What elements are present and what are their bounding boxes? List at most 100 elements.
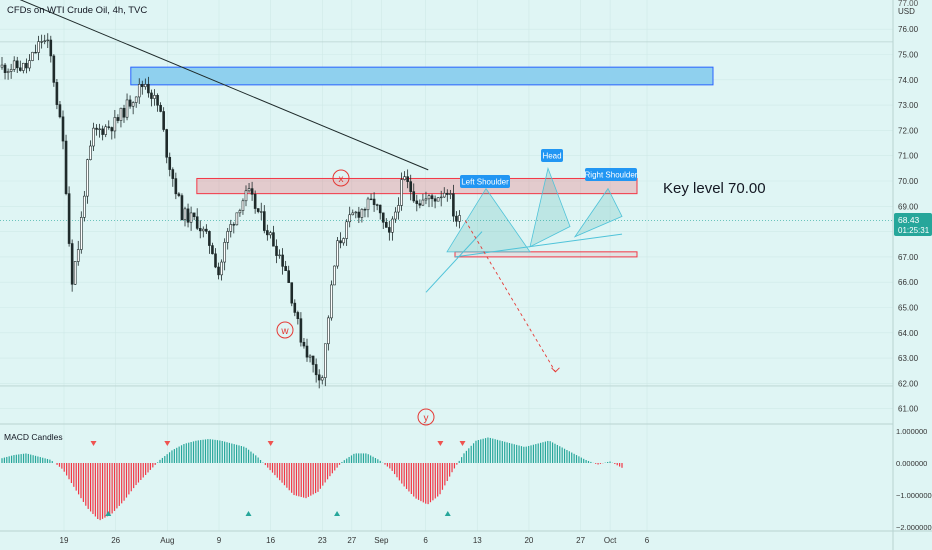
- candle: [137, 84, 141, 98]
- macd-tick: −1.000000: [896, 491, 932, 500]
- candle: [336, 240, 339, 267]
- candle: [198, 228, 202, 232]
- candle: [134, 96, 138, 103]
- candle: [235, 212, 239, 226]
- candle: [241, 200, 245, 211]
- candle: [49, 39, 53, 57]
- candle: [37, 41, 40, 53]
- signal-down-arrow: [437, 441, 444, 446]
- candle: [372, 198, 376, 205]
- key-level-text[interactable]: Key level 70.00: [663, 180, 766, 197]
- right-shoulder-label[interactable]: Right Shoulder: [585, 168, 638, 181]
- wave-label-w[interactable]: w: [276, 321, 294, 339]
- candle: [397, 205, 400, 213]
- candle: [101, 128, 104, 135]
- candle: [262, 211, 266, 231]
- neckline-zone[interactable]: [454, 251, 638, 258]
- wave-label-y[interactable]: y: [417, 408, 435, 426]
- candle: [445, 192, 449, 195]
- candle: [128, 99, 132, 107]
- candle: [317, 374, 321, 381]
- signal-down-arrow: [459, 441, 466, 446]
- candle: [31, 51, 34, 61]
- candle: [381, 212, 385, 223]
- pattern-triangle[interactable]: [573, 187, 623, 238]
- candle: [34, 51, 37, 54]
- candle: [256, 208, 260, 212]
- time-axis[interactable]: 19 26 Aug 9 16 23 27 Sep 6 13 20 27 Oct 6: [60, 536, 650, 545]
- candle: [223, 242, 226, 263]
- price-tick: 69.00: [898, 202, 919, 211]
- candle: [384, 221, 388, 228]
- candle: [436, 197, 440, 202]
- candle: [281, 254, 284, 267]
- candle: [86, 159, 89, 197]
- left-shoulder-label[interactable]: Left Shoulder: [460, 175, 510, 188]
- candle: [12, 60, 16, 70]
- candle: [391, 218, 394, 233]
- wave-label-x[interactable]: x: [332, 169, 350, 187]
- candle: [70, 243, 74, 285]
- candle: [73, 261, 77, 285]
- wave-y-text: y: [424, 413, 429, 424]
- candle: [64, 140, 68, 194]
- trendline[interactable]: [0, 0, 429, 171]
- zones: [130, 66, 714, 258]
- price-axis[interactable]: 77.00 76.00 75.00 74.00 73.00 72.00 71.00 70.00…: [898, 0, 919, 414]
- candle: [284, 266, 287, 271]
- price-candles: [0, 33, 461, 389]
- bar-countdown: 01:25:31: [898, 226, 930, 235]
- macd-axis[interactable]: 1.000000 0.000000 −1.000000 −2.000000: [896, 427, 932, 532]
- signal-down-arrow: [90, 441, 97, 446]
- candle: [323, 343, 327, 378]
- neckline[interactable]: [454, 233, 623, 258]
- candle: [418, 203, 422, 206]
- candle: [180, 195, 184, 221]
- candle: [89, 145, 92, 160]
- candle: [186, 208, 190, 223]
- candle: [345, 221, 348, 239]
- candle: [67, 193, 71, 244]
- candle: [6, 71, 10, 73]
- candle: [403, 176, 406, 180]
- wave-x-text: x: [339, 174, 344, 185]
- key-level-zone-red[interactable]: [196, 177, 638, 195]
- candle: [354, 211, 358, 214]
- time-tick: 6: [645, 536, 650, 545]
- price-tick: 73.00: [898, 101, 919, 110]
- candle: [232, 224, 236, 226]
- candle: [113, 117, 117, 132]
- price-tick: 75.00: [898, 51, 919, 60]
- pattern-triangle[interactable]: [529, 166, 571, 248]
- candle: [192, 212, 196, 218]
- signal-up-arrow: [334, 511, 341, 516]
- candle: [110, 127, 114, 132]
- candle: [61, 116, 65, 142]
- projection-arrow[interactable]: [464, 220, 556, 373]
- candle: [439, 196, 443, 199]
- candle: [3, 64, 7, 73]
- candle: [226, 231, 229, 243]
- candle: [98, 128, 101, 130]
- indicator-name[interactable]: MACD Candles: [4, 432, 63, 442]
- price-tick-partial: 77.00: [898, 0, 919, 8]
- candle: [253, 194, 257, 209]
- signal-down-arrow: [267, 441, 274, 446]
- candle: [122, 107, 126, 118]
- candle: [168, 156, 172, 170]
- candle: [104, 126, 107, 135]
- candle: [250, 188, 254, 195]
- candle: [360, 209, 364, 218]
- support-line[interactable]: [425, 231, 483, 293]
- price-tick: 63.00: [898, 354, 919, 363]
- currency-label: USD: [898, 7, 915, 16]
- candle: [296, 312, 300, 319]
- candle: [400, 179, 403, 206]
- resistance-zone-blue[interactable]: [130, 66, 714, 86]
- candle: [269, 232, 272, 236]
- candle: [369, 198, 373, 201]
- head-label[interactable]: Head: [541, 149, 563, 162]
- price-tick: 64.00: [898, 329, 919, 338]
- candle: [366, 198, 370, 211]
